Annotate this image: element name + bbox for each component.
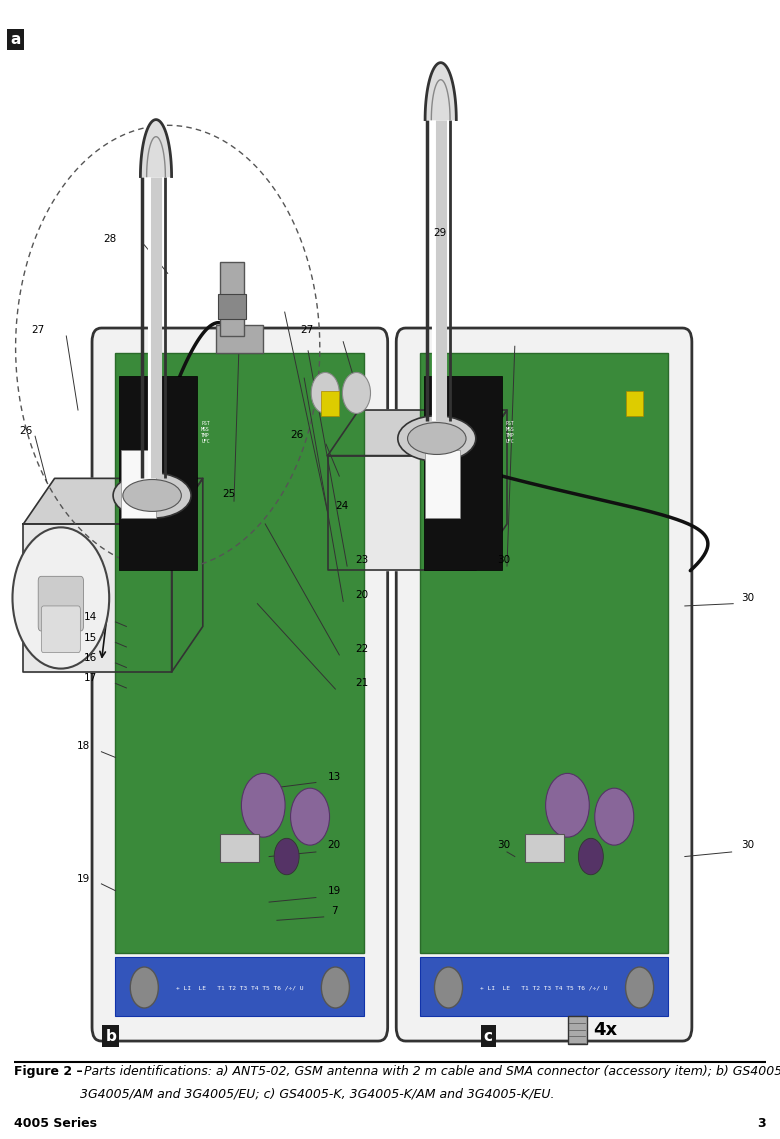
Bar bbox=[216, 325, 264, 353]
Text: 30: 30 bbox=[498, 841, 511, 850]
Bar bbox=[424, 376, 502, 570]
Bar bbox=[524, 834, 563, 862]
Text: 21: 21 bbox=[355, 679, 368, 688]
Text: 22: 22 bbox=[355, 645, 368, 654]
Bar bbox=[115, 353, 364, 953]
Text: c: c bbox=[484, 1029, 493, 1043]
Bar bbox=[420, 353, 668, 953]
Circle shape bbox=[290, 788, 329, 845]
Bar bbox=[121, 450, 156, 518]
Circle shape bbox=[130, 967, 158, 1008]
FancyBboxPatch shape bbox=[38, 576, 83, 631]
Text: 30: 30 bbox=[741, 593, 754, 603]
Text: 15: 15 bbox=[84, 633, 98, 642]
Polygon shape bbox=[23, 524, 172, 672]
Polygon shape bbox=[328, 410, 507, 456]
Polygon shape bbox=[476, 410, 507, 570]
Text: 20: 20 bbox=[328, 841, 341, 850]
Polygon shape bbox=[328, 456, 476, 570]
Text: PST
MSS
TMP
UFC: PST MSS TMP UFC bbox=[201, 421, 210, 444]
Text: 18: 18 bbox=[76, 741, 90, 751]
Polygon shape bbox=[172, 478, 203, 672]
Bar bbox=[220, 834, 259, 862]
Circle shape bbox=[626, 967, 654, 1008]
Circle shape bbox=[241, 773, 285, 837]
Bar bbox=[119, 376, 197, 570]
Text: 25: 25 bbox=[222, 490, 236, 499]
Text: 27: 27 bbox=[300, 326, 314, 335]
Text: 19: 19 bbox=[76, 875, 90, 884]
Polygon shape bbox=[140, 120, 172, 177]
Text: 24: 24 bbox=[335, 501, 349, 510]
Ellipse shape bbox=[113, 473, 191, 518]
Text: 3: 3 bbox=[757, 1117, 766, 1130]
Text: 27: 27 bbox=[31, 326, 44, 335]
Text: 17: 17 bbox=[84, 673, 98, 682]
Text: 13: 13 bbox=[328, 772, 341, 781]
Ellipse shape bbox=[123, 480, 181, 511]
Bar bbox=[115, 957, 364, 1016]
Text: 19: 19 bbox=[328, 886, 341, 895]
Circle shape bbox=[546, 773, 590, 837]
Circle shape bbox=[274, 838, 300, 875]
Text: Parts identifications: a) ANT5-02, GSM antenna with 2 m cable and SMA connector : Parts identifications: a) ANT5-02, GSM a… bbox=[80, 1065, 780, 1077]
Bar bbox=[220, 262, 243, 336]
Circle shape bbox=[434, 967, 463, 1008]
Text: 7: 7 bbox=[332, 907, 338, 916]
Text: 29: 29 bbox=[434, 229, 447, 238]
Text: 28: 28 bbox=[104, 235, 117, 244]
Text: 30: 30 bbox=[498, 556, 511, 565]
Bar bbox=[218, 294, 246, 319]
Text: 3G4005/AM and 3G4005/EU; c) GS4005-K, 3G4005-K/AM and 3G4005-K/EU.: 3G4005/AM and 3G4005/EU; c) GS4005-K, 3G… bbox=[80, 1088, 554, 1100]
Circle shape bbox=[321, 967, 349, 1008]
Ellipse shape bbox=[408, 423, 466, 454]
Text: 20: 20 bbox=[355, 590, 368, 599]
Circle shape bbox=[579, 838, 604, 875]
Bar bbox=[321, 391, 339, 416]
Text: 4005 Series: 4005 Series bbox=[14, 1117, 97, 1130]
Circle shape bbox=[311, 372, 339, 413]
Text: 26: 26 bbox=[20, 426, 33, 435]
Bar bbox=[425, 450, 460, 518]
Text: a: a bbox=[10, 32, 20, 47]
Text: 4x: 4x bbox=[593, 1021, 617, 1039]
Text: 16: 16 bbox=[84, 654, 98, 663]
Polygon shape bbox=[23, 478, 203, 524]
Circle shape bbox=[12, 527, 109, 669]
Bar bbox=[420, 957, 668, 1016]
Polygon shape bbox=[425, 63, 456, 120]
Bar bbox=[568, 1016, 587, 1044]
Text: 30: 30 bbox=[741, 841, 754, 850]
Text: b: b bbox=[105, 1029, 116, 1043]
Text: PST
MSS
TMP
UFC: PST MSS TMP UFC bbox=[505, 421, 514, 444]
Text: 26: 26 bbox=[290, 431, 303, 440]
Circle shape bbox=[342, 372, 370, 413]
Text: 23: 23 bbox=[355, 556, 368, 565]
Text: 14: 14 bbox=[84, 613, 98, 622]
FancyBboxPatch shape bbox=[92, 328, 388, 1041]
Bar bbox=[626, 391, 643, 416]
FancyBboxPatch shape bbox=[41, 606, 80, 653]
Circle shape bbox=[595, 788, 634, 845]
Text: Figure 2 –: Figure 2 – bbox=[14, 1065, 83, 1077]
FancyBboxPatch shape bbox=[396, 328, 692, 1041]
Ellipse shape bbox=[398, 416, 476, 461]
Text: + LI  LE   T1 T2 T3 T4 T5 T6 /÷/ U: + LI LE T1 T2 T3 T4 T5 T6 /÷/ U bbox=[176, 985, 303, 990]
Text: + LI  LE   T1 T2 T3 T4 T5 T6 /÷/ U: + LI LE T1 T2 T3 T4 T5 T6 /÷/ U bbox=[480, 985, 608, 990]
